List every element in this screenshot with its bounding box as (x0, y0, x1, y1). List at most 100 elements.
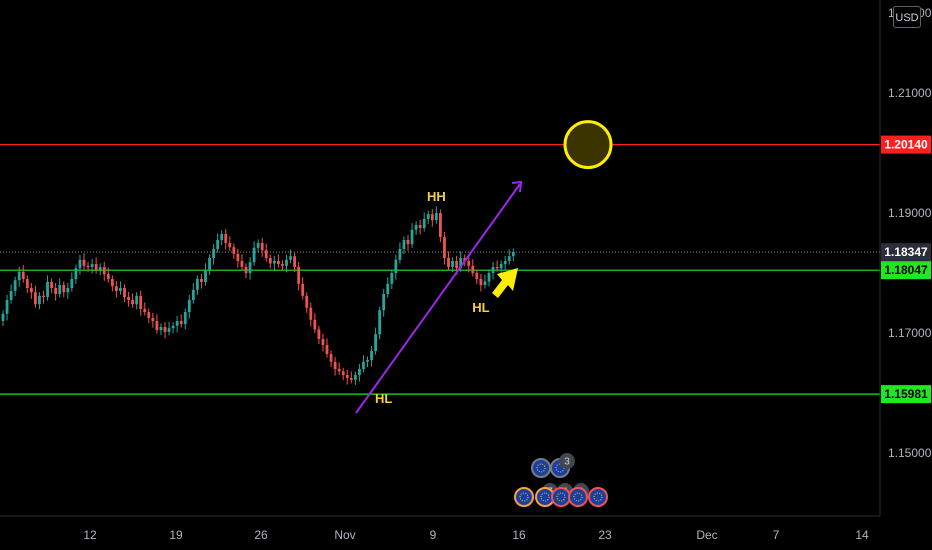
candle (422, 212, 426, 232)
candle (277, 254, 280, 268)
candle (94, 257, 98, 274)
candle (200, 273, 203, 289)
candle (285, 254, 288, 273)
event-eu-3[interactable] (514, 487, 534, 507)
candle (426, 210, 430, 225)
candle (503, 255, 507, 271)
candle (349, 371, 353, 384)
candle-body (325, 345, 329, 354)
candle-body (422, 219, 426, 228)
candle-body (179, 321, 183, 324)
candle-body (353, 375, 357, 380)
event-flag-icon[interactable] (551, 487, 571, 507)
event-us-1[interactable] (535, 487, 555, 507)
candle (110, 275, 114, 292)
candle (58, 278, 62, 298)
candle-body (321, 339, 325, 345)
horizontal-levels (0, 144, 880, 395)
candle-body (463, 258, 467, 261)
candle (394, 254, 398, 280)
candle (418, 219, 422, 235)
x-tick-label: 14 (855, 528, 869, 542)
candle-body (13, 280, 17, 291)
pointer-arrow (492, 268, 518, 298)
candle-body (414, 225, 418, 230)
candle-body (511, 252, 515, 257)
candle-body (135, 295, 139, 305)
event-eu-4[interactable] (588, 487, 608, 507)
annotation-hh-0: HH (427, 189, 446, 204)
candle-body (499, 264, 503, 269)
candle (240, 254, 244, 271)
candle-body (439, 213, 442, 237)
candle-body (370, 351, 373, 360)
event-us-3[interactable] (568, 487, 588, 507)
candle-body (78, 259, 82, 269)
candle-body (232, 247, 236, 254)
candle (115, 281, 118, 298)
candle (123, 284, 126, 303)
candle-body (378, 310, 382, 335)
candle-body (102, 267, 106, 275)
event-flag-icon[interactable] (588, 487, 608, 507)
event-us-2[interactable] (551, 487, 571, 507)
candle-body (260, 243, 264, 251)
candle (42, 290, 45, 304)
candle-body (479, 279, 483, 285)
candle (402, 236, 406, 255)
candle (507, 249, 511, 265)
candle (13, 276, 17, 297)
event-count-top[interactable]: 3 (559, 453, 575, 469)
candle (471, 259, 475, 277)
candle-body (29, 288, 33, 293)
price-tag-support-lower: 1.15981 (881, 385, 931, 404)
candle-body (386, 283, 390, 294)
drawings: HH HL HL (355, 120, 613, 414)
candle-body (74, 268, 78, 279)
candle (196, 275, 199, 295)
event-eu-1[interactable] (531, 458, 551, 478)
candle-body (345, 375, 349, 378)
price-tag-label: 1.18047 (884, 263, 928, 277)
candle-body (495, 267, 499, 269)
candle-body (1, 313, 5, 321)
candle-body (98, 267, 102, 270)
candle-body (110, 279, 114, 287)
price-tag-bg (881, 385, 931, 404)
candle (434, 206, 438, 224)
event-flag-icon[interactable] (514, 487, 534, 507)
candle (9, 284, 13, 304)
event-flag-icon[interactable] (531, 458, 551, 478)
x-tick-label: Nov (334, 528, 355, 542)
candle-body (228, 243, 232, 248)
trendline-arrowhead (511, 180, 523, 193)
candle (220, 230, 224, 246)
x-tick-label: 19 (169, 528, 183, 542)
candle-body (333, 361, 337, 369)
candle (386, 277, 390, 298)
x-tick-label: 23 (598, 528, 612, 542)
candle-body (204, 270, 207, 282)
candle-body (358, 369, 361, 375)
candle (511, 248, 515, 262)
x-tick-label: 12 (83, 528, 97, 542)
time-axis[interactable]: 12 19 26 Nov 9 16 23 Dec 7 14 (83, 528, 869, 542)
candle-body (240, 261, 244, 267)
candle-body (21, 271, 25, 279)
candle (183, 308, 187, 330)
candle (483, 274, 487, 289)
event-count-badge[interactable] (559, 453, 575, 469)
candle-body (382, 294, 386, 311)
candle (293, 252, 296, 273)
currency-button[interactable]: USD (893, 6, 921, 28)
candle-body (317, 329, 321, 339)
economic-events[interactable]: 3742 (514, 453, 608, 507)
candle (256, 239, 260, 253)
candle (155, 314, 159, 334)
candle (17, 266, 21, 287)
event-flag-icon[interactable] (568, 487, 588, 507)
candle (370, 345, 373, 367)
candle-body (139, 295, 143, 309)
candle-body (50, 282, 53, 288)
